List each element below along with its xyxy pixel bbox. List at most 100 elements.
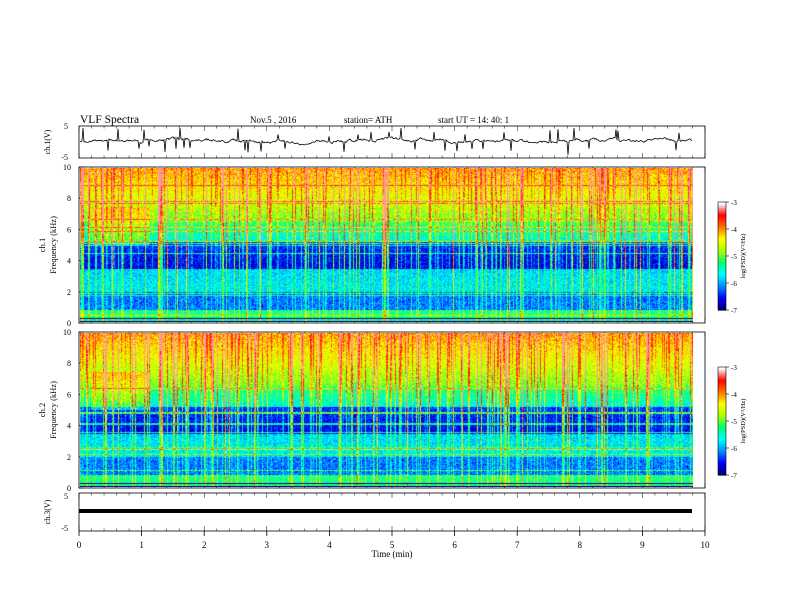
colorbar-swatch [718,381,726,384]
colorbar-swatch [718,227,726,230]
ch3-ytick-bottom: -5 [61,524,68,533]
colorbar-swatch [718,234,726,237]
y-tick-label: 10 [63,328,71,337]
ch1-channel-label: ch.1 [37,238,47,252]
colorbar-swatch [718,256,726,259]
colorbar-tick-label: -5 [731,253,737,261]
x-tick-label: 4 [327,540,332,550]
colorbar-label: log(PSD)(V²/Hz) [740,234,747,279]
colorbar-swatch [718,248,726,252]
colorbar-swatch [718,377,726,381]
colorbar-swatch [718,211,726,214]
colorbar-swatch [718,218,726,221]
colorbar-swatch [718,275,726,279]
colorbar-swatch [718,274,726,277]
ch1-ytick-top: 5 [64,122,68,131]
colorbar-swatch [718,458,726,462]
colorbar-swatch [718,308,726,311]
x-tick-label: 10 [701,540,711,550]
colorbar-tick-label: -3 [731,364,737,372]
colorbar-swatch [718,435,726,438]
colorbar-swatch [718,419,726,422]
colorbar-swatch [718,467,726,471]
ch2-colorbar: -3 -4 -5 -6 -7 log(PSD)(V²/Hz) [717,364,747,480]
colorbar-swatch [718,376,726,379]
start-ut-label: start UT = 14: 40: 1 [438,115,509,125]
ch2-frequency-label: Frequency (kHz) [48,381,58,439]
y-tick-label: 6 [67,390,71,399]
colorbar-swatch [718,254,726,257]
colorbar-swatch [718,442,726,445]
x-tick-label: 3 [265,540,270,550]
colorbar-tick-label: -6 [731,445,737,453]
y-tick-label: 2 [67,288,71,297]
colorbar-swatch [718,268,726,271]
colorbar-swatch [718,385,726,388]
x-tick-label: 6 [452,540,457,550]
colorbar-swatch [718,404,726,408]
colorbar-swatch [718,230,726,234]
colorbar-swatch [718,383,726,386]
colorbar-swatch [718,415,726,418]
y-tick-label: 4 [67,422,71,431]
colorbar-swatch [718,306,726,309]
colorbar-swatch [718,252,726,255]
colorbar-swatch [718,401,726,404]
colorbar-swatch [718,451,726,454]
colorbar-swatch [718,408,726,411]
colorbar-swatch [718,302,726,306]
ch2-spectrogram-image [80,333,693,487]
colorbar-swatch [718,229,726,232]
colorbar-swatch [718,283,726,286]
colorbar-tick-label: -4 [731,226,737,234]
colorbar-swatch [718,386,726,390]
y-tick-label: 8 [67,194,71,203]
colorbar-swatch [718,247,726,250]
colorbar-swatch [718,220,726,223]
colorbar-swatch [718,301,726,304]
colorbar-tick-label: -4 [731,391,737,399]
colorbar-swatch [718,406,726,409]
ch3-trace-panel: 5 -5 ch.3(V) [43,492,706,533]
colorbar-swatch [718,394,726,397]
colorbar-swatch [718,236,726,239]
colorbar-swatch [718,413,726,417]
ch2-channel-label: ch.2 [37,403,47,417]
colorbar-swatch [718,392,726,395]
colorbar-swatch [718,223,726,226]
colorbar-swatch [718,284,726,288]
y-tick-label: 0 [67,484,71,493]
colorbar-swatch [718,232,726,235]
colorbar-swatch [718,428,726,431]
colorbar-swatch [718,281,726,284]
colorbar-swatch [718,279,726,282]
colorbar-swatch [718,448,726,451]
colorbar-swatch [718,292,726,295]
colorbar-swatch [718,216,726,219]
colorbar-swatch [718,203,726,207]
time-axis-label: Time (min) [372,549,413,559]
colorbar-swatch [718,238,726,241]
colorbar-swatch [718,379,726,382]
colorbar-swatch [718,250,726,253]
colorbar-swatch [718,444,726,447]
x-tick-label: 9 [640,540,645,550]
colorbar-swatch [718,299,726,302]
colorbar-swatch [718,457,726,460]
colorbar-swatch [718,209,726,212]
ch3-ytick-top: 5 [64,492,68,501]
x-tick-label: 5 [390,540,395,550]
colorbar-swatch [718,297,726,300]
colorbar-swatch [718,449,726,453]
y-tick-label: 8 [67,359,71,368]
colorbar-swatch [718,433,726,436]
colorbar-swatch [718,410,726,413]
colorbar-swatch [718,261,726,264]
colorbar-tick-label: -5 [731,418,737,426]
colorbar-swatch [718,395,726,399]
colorbar-swatch [718,437,726,440]
colorbar-swatch [718,421,726,424]
colorbar-tick-label: -7 [731,472,737,480]
colorbar-tick-label: -3 [731,199,737,207]
y-tick-label: 2 [67,453,71,462]
